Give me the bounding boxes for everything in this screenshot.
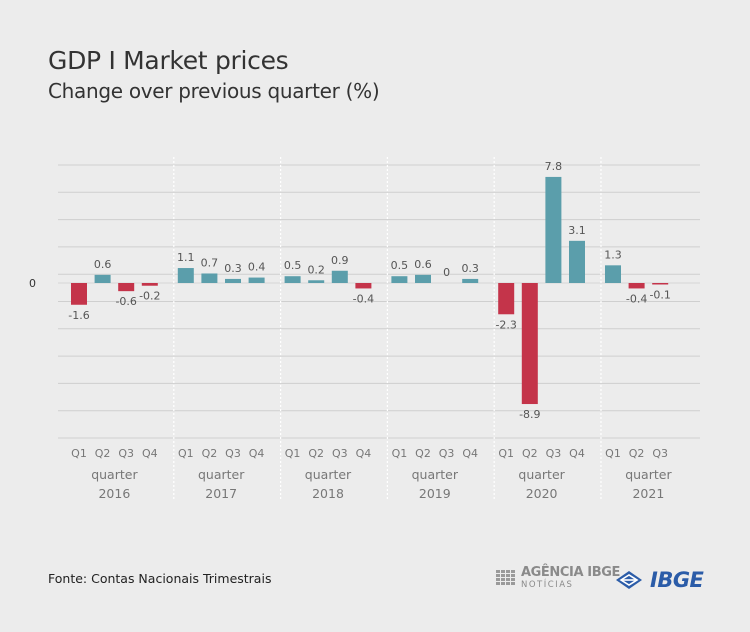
quarter-tick-label: Q1 xyxy=(71,447,87,460)
bar-value-label: 0.4 xyxy=(248,261,266,274)
group-label-line1: quarter xyxy=(412,467,459,482)
quarter-tick-label: Q1 xyxy=(178,447,194,460)
group-label-line1: quarter xyxy=(198,467,245,482)
chart-title: GDP I Market prices xyxy=(48,46,289,75)
quarter-tick-label: Q3 xyxy=(439,447,455,460)
bar xyxy=(331,270,348,283)
bar xyxy=(415,274,431,283)
group-year-label: 2016 xyxy=(98,486,130,501)
bar xyxy=(605,265,621,283)
bar xyxy=(355,283,372,289)
quarter-tick-label: Q3 xyxy=(118,447,134,460)
bar-value-label: 0.3 xyxy=(224,262,242,275)
quarter-tick-label: Q3 xyxy=(332,447,348,460)
bar xyxy=(177,268,194,283)
quarter-tick-label: Q1 xyxy=(498,447,514,460)
quarter-tick-label: Q4 xyxy=(142,447,158,460)
bar-value-label: 0.6 xyxy=(414,258,432,271)
group-year-label: 2018 xyxy=(312,486,344,501)
quarter-tick-label: Q2 xyxy=(415,447,431,460)
quarter-tick-label: Q2 xyxy=(629,447,645,460)
bar-value-label: -0.6 xyxy=(115,295,136,308)
zero-tick-label: 0 xyxy=(29,277,36,290)
gdp-bar-chart: 0-1.6Q10.6Q2-0.6Q3-0.2Q4quarter20161.1Q1… xyxy=(29,157,700,501)
group-label-line1: quarter xyxy=(625,467,672,482)
ibge-mark-icon xyxy=(616,571,642,589)
bar-value-label: 0.7 xyxy=(201,256,219,269)
bar xyxy=(652,283,669,285)
bar xyxy=(118,283,135,292)
bar xyxy=(141,283,158,286)
agencia-ibge-logo: AGÊNCIA IBGE NOTÍCIAS xyxy=(496,566,620,590)
quarter-tick-label: Q1 xyxy=(392,447,408,460)
bar xyxy=(94,274,111,283)
bar-value-label: 0.5 xyxy=(391,259,409,272)
bar-value-label: -0.4 xyxy=(353,292,374,305)
bar-value-label: -0.2 xyxy=(139,290,160,303)
group-year-label: 2020 xyxy=(526,486,558,501)
bar-value-label: -0.4 xyxy=(626,292,647,305)
bar-value-label: 0 xyxy=(443,266,450,279)
bar-value-label: -1.6 xyxy=(68,309,89,322)
bar-value-label: 0.5 xyxy=(284,259,302,272)
bar xyxy=(462,278,479,283)
quarter-tick-label: Q2 xyxy=(95,447,111,460)
bar xyxy=(545,176,562,283)
bar xyxy=(628,283,645,289)
agencia-logo-line1: AGÊNCIA IBGE xyxy=(521,565,620,580)
bar-value-label: 0.6 xyxy=(94,258,112,271)
source-note: Fonte: Contas Nacionais Trimestrais xyxy=(48,571,272,586)
quarter-tick-label: Q2 xyxy=(202,447,218,460)
bar xyxy=(521,283,538,405)
bar-value-label: 1.3 xyxy=(604,248,622,261)
ibge-logo-text: IBGE xyxy=(650,568,704,592)
bar-value-label: 0.2 xyxy=(307,263,325,276)
quarter-tick-label: Q1 xyxy=(285,447,301,460)
bar-value-label: -2.3 xyxy=(495,318,516,331)
bar xyxy=(71,283,87,305)
bar xyxy=(284,276,301,283)
group-label-line1: quarter xyxy=(305,467,352,482)
quarter-tick-label: Q4 xyxy=(462,447,478,460)
group-year-label: 2017 xyxy=(205,486,237,501)
bar xyxy=(225,278,241,283)
bar-value-label: 3.1 xyxy=(568,224,586,237)
chart-subtitle: Change over previous quarter (%) xyxy=(48,79,380,103)
quarter-tick-label: Q1 xyxy=(605,447,621,460)
bar xyxy=(391,276,408,283)
bar-value-label: 7.8 xyxy=(545,160,563,173)
quarter-tick-label: Q4 xyxy=(356,447,372,460)
bar xyxy=(248,277,265,283)
bar-value-label: -8.9 xyxy=(519,408,540,421)
group-label-line1: quarter xyxy=(518,467,565,482)
bar-value-label: 0.9 xyxy=(331,254,349,267)
agencia-logo-line2: NOTÍCIAS xyxy=(521,580,574,590)
quarter-tick-label: Q3 xyxy=(225,447,241,460)
agencia-mark-icon xyxy=(496,570,515,586)
bar xyxy=(201,273,218,283)
group-year-label: 2021 xyxy=(632,486,664,501)
bar xyxy=(569,240,585,283)
quarter-tick-label: Q2 xyxy=(308,447,324,460)
bar xyxy=(498,283,515,315)
group-year-label: 2019 xyxy=(419,486,451,501)
bar-value-label: 0.3 xyxy=(461,262,479,275)
bar xyxy=(308,280,325,283)
quarter-tick-label: Q3 xyxy=(546,447,562,460)
bar-value-label: 1.1 xyxy=(177,251,195,264)
quarter-tick-label: Q2 xyxy=(522,447,538,460)
quarter-tick-label: Q4 xyxy=(249,447,265,460)
ibge-logo: IBGE xyxy=(612,568,704,592)
bar-value-label: -0.1 xyxy=(649,289,670,302)
quarter-tick-label: Q4 xyxy=(569,447,585,460)
group-label-line1: quarter xyxy=(91,467,138,482)
quarter-tick-label: Q3 xyxy=(652,447,668,460)
